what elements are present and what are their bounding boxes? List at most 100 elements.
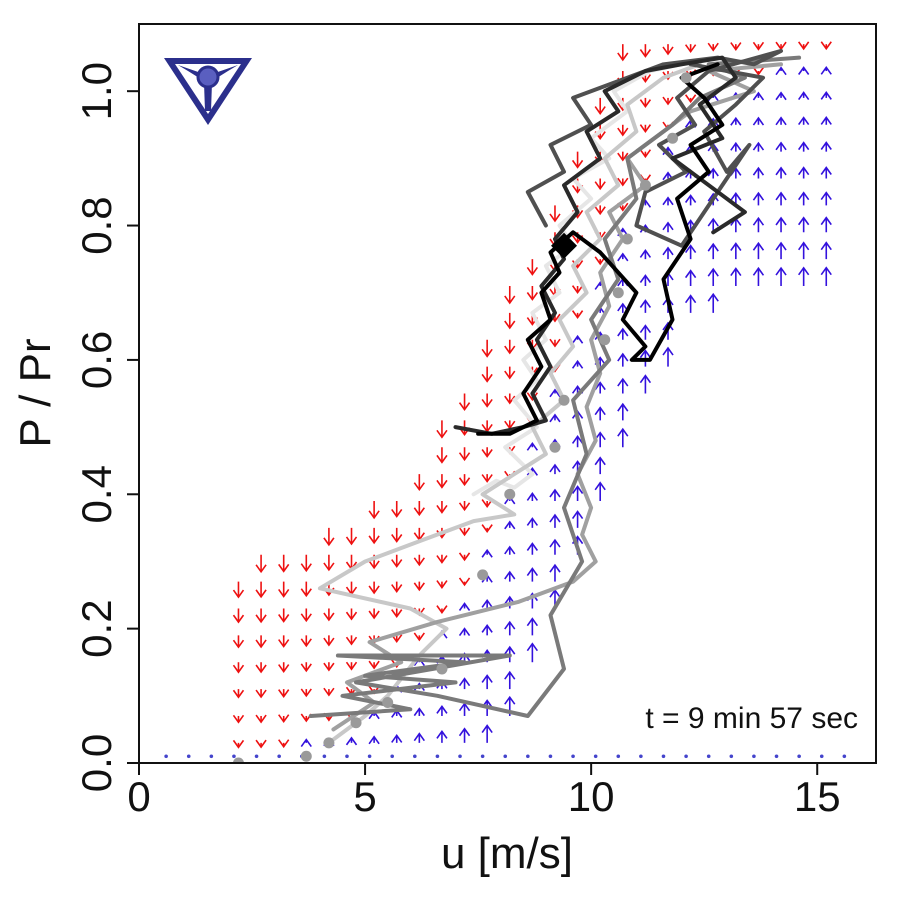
arrow-up [368, 735, 380, 745]
arrow-down [323, 687, 335, 697]
arrow-up [639, 274, 652, 287]
arrow-down [639, 149, 652, 159]
x-tick-label: 15 [794, 773, 841, 820]
arrow-down [436, 500, 448, 514]
arrow-up [752, 216, 765, 233]
arrow-down [481, 366, 493, 383]
arrow-down [436, 420, 448, 439]
trajectory-line [525, 48, 783, 248]
arrow-down [413, 474, 425, 492]
arrow-up [571, 359, 584, 369]
arrow-up [752, 191, 765, 206]
arrow-down [458, 393, 471, 411]
gray-point [612, 287, 624, 299]
arrow-up [413, 732, 425, 743]
arrow-up [752, 91, 765, 101]
arrow-up [798, 66, 810, 75]
arrow-up [436, 704, 448, 716]
arrow-down [571, 310, 584, 320]
arrow-down [278, 635, 290, 648]
arrow-down [594, 256, 606, 266]
arrow-down [481, 499, 493, 508]
arrow-down [278, 608, 290, 623]
arrow-down [617, 124, 629, 137]
x-axis-title: u [m/s] [441, 829, 573, 878]
arrow-down [481, 339, 493, 358]
arrow-up [617, 327, 629, 340]
arrow-down [594, 178, 606, 191]
arrow-down [345, 661, 358, 671]
baseline-dot [322, 754, 327, 759]
arrow-down [300, 554, 312, 573]
baseline-dot [819, 754, 824, 759]
arrow-down [323, 554, 335, 572]
arrow-up [820, 91, 832, 100]
arrow-up [617, 427, 629, 448]
arrow-down [526, 286, 539, 301]
y-tick-label: 0.2 [73, 599, 120, 657]
y-tick-label: 0.8 [73, 196, 120, 254]
arrow-down [639, 124, 652, 134]
arrow-up [504, 570, 516, 582]
arrow-down [278, 739, 290, 749]
baseline-dot [548, 754, 553, 759]
arrow-down [594, 205, 606, 216]
arrow-up [504, 520, 516, 530]
arrow-up [662, 221, 674, 233]
baseline-dot [345, 754, 349, 759]
arrow-up [798, 141, 810, 152]
arrow-up [798, 266, 810, 287]
arrow-up [775, 166, 787, 179]
arrow-down [391, 554, 403, 568]
arrow-up [775, 141, 787, 152]
plot-frame [138, 23, 877, 764]
y-axis-title: P / Pr [11, 338, 60, 447]
baseline-dot [571, 754, 575, 759]
arrow-down [323, 635, 335, 647]
arrow-down [368, 660, 380, 670]
arrow-up [752, 166, 765, 179]
arrow-up [662, 246, 674, 260]
arrow-up [820, 241, 832, 260]
arrow-down [662, 96, 674, 106]
arrow-up [481, 724, 493, 743]
arrow-down [323, 527, 335, 547]
arrow-down [639, 44, 652, 58]
baseline-dot [639, 754, 643, 759]
arrow-up [662, 196, 674, 206]
arrow-down [436, 580, 448, 589]
baseline-dot [209, 754, 214, 759]
trajectory-line [471, 62, 684, 497]
arrow-down [662, 44, 674, 56]
arrow-up [526, 567, 539, 582]
arrow-up [798, 241, 810, 260]
arrow-up [526, 617, 539, 636]
arrow-up [798, 191, 810, 206]
arrow-up [752, 266, 765, 287]
arrow-up [775, 216, 787, 233]
arrow-up [413, 707, 425, 717]
arrow-down [436, 605, 448, 614]
arrow-up [617, 402, 629, 421]
arrow-up [775, 66, 787, 76]
arrow-up [820, 141, 832, 152]
baseline-dot [729, 754, 734, 759]
arrow-down [639, 97, 652, 108]
current-point-marker [551, 232, 578, 259]
arrow-down [526, 259, 539, 276]
gray-point [549, 441, 561, 453]
arrow-down [300, 662, 312, 673]
arrow-down [278, 554, 290, 573]
arrow-up [526, 517, 539, 528]
arrow-down [232, 608, 245, 624]
baseline-dot [593, 754, 598, 759]
arrow-down [413, 581, 425, 592]
trajectory-line [308, 55, 802, 718]
arrow-up [752, 141, 765, 152]
arrow-up [504, 670, 516, 690]
arrow-up [730, 242, 742, 260]
arrow-up [617, 252, 629, 262]
baseline-dot [616, 754, 621, 759]
arrow-up [820, 216, 832, 233]
